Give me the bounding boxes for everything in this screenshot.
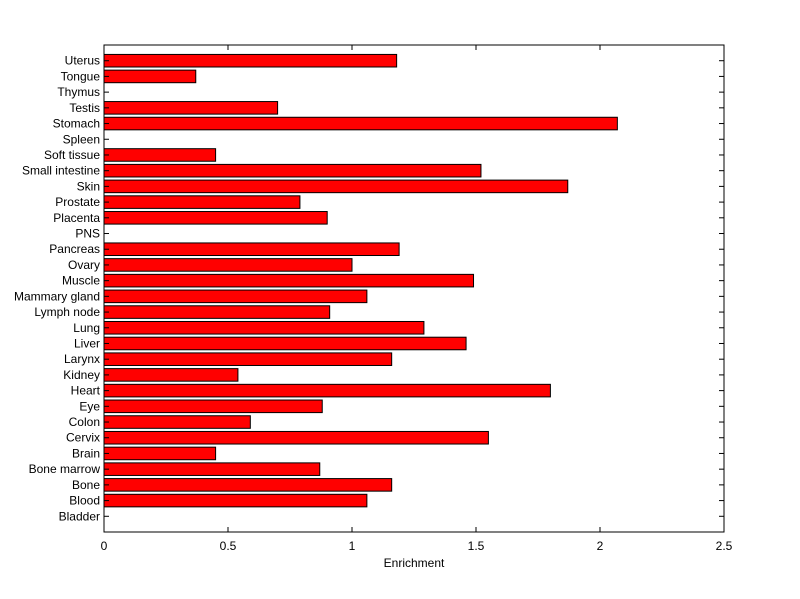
bar-heart (103, 383, 551, 398)
x-axis-label: Enrichment (384, 556, 445, 570)
y-tick-label: Uterus (65, 54, 100, 68)
y-tick-label: Lymph node (34, 305, 100, 319)
y-tick-label: Bone marrow (29, 462, 101, 476)
bar-pancreas (103, 242, 400, 257)
y-tick-label: Bone (72, 478, 100, 492)
y-tick-label: Stomach (53, 117, 100, 131)
bar-larynx (103, 352, 393, 366)
bar-lymph-node (103, 305, 331, 319)
bar-brain (103, 446, 217, 461)
bar-lung (103, 320, 425, 335)
bar-muscle (103, 273, 475, 288)
bar-tongue (103, 69, 197, 84)
y-tick-label: Larynx (64, 352, 100, 366)
y-tick-label: Testis (69, 101, 100, 115)
bar-bone-marrow (103, 462, 321, 476)
x-tick-label: 0 (101, 539, 108, 553)
y-tick-label: Eye (79, 399, 100, 413)
y-tick-label: Small intestine (22, 164, 100, 178)
bar-eye (103, 399, 323, 414)
bar-soft-tissue (103, 148, 217, 162)
bar-skin (103, 179, 569, 194)
bar-uterus (103, 53, 398, 68)
bar-testis (103, 101, 279, 115)
bar-blood (103, 493, 368, 508)
y-tick-label: PNS (75, 227, 100, 241)
y-tick-label: Placenta (53, 211, 100, 225)
y-tick-label: Spleen (63, 132, 100, 146)
bar-prostate (103, 195, 301, 209)
y-tick-label: Heart (71, 384, 101, 398)
y-tick-label: Liver (74, 336, 100, 350)
y-tick-label: Blood (69, 494, 100, 508)
x-tick-label: 1 (349, 539, 356, 553)
y-tick-label: Kidney (63, 368, 100, 382)
y-tick-label: Prostate (55, 195, 100, 209)
y-tick-label: Thymus (57, 85, 100, 99)
x-tick-label: 0.5 (220, 539, 237, 553)
y-tick-label: Colon (69, 415, 100, 429)
bar-colon (103, 415, 251, 429)
y-tick-label: Soft tissue (44, 148, 100, 162)
x-tick-label: 2.5 (716, 539, 733, 553)
y-tick-label: Bladder (59, 509, 100, 523)
bar-ovary (103, 258, 353, 272)
bar-stomach (103, 116, 618, 131)
plot-frame (103, 44, 725, 533)
bar-placenta (103, 211, 328, 225)
x-tick-label: 1.5 (468, 539, 485, 553)
y-tick-label: Skin (77, 179, 100, 193)
bar-kidney (103, 368, 239, 382)
y-tick-label: Cervix (66, 431, 100, 445)
y-tick-label: Ovary (68, 258, 100, 272)
bar-cervix (103, 430, 489, 445)
y-tick-label: Muscle (62, 274, 100, 288)
bar-small-intestine (103, 163, 482, 178)
bar-bone (103, 478, 393, 492)
bar-mammary-gland (103, 289, 368, 304)
x-tick-label: 2 (597, 539, 604, 553)
y-tick-label: Mammary gland (14, 289, 100, 303)
y-tick-label: Brain (72, 446, 100, 460)
bar-liver (103, 336, 467, 351)
y-tick-label: Lung (73, 321, 100, 335)
y-tick-label: Pancreas (49, 242, 100, 256)
y-tick-label: Tongue (61, 69, 101, 83)
